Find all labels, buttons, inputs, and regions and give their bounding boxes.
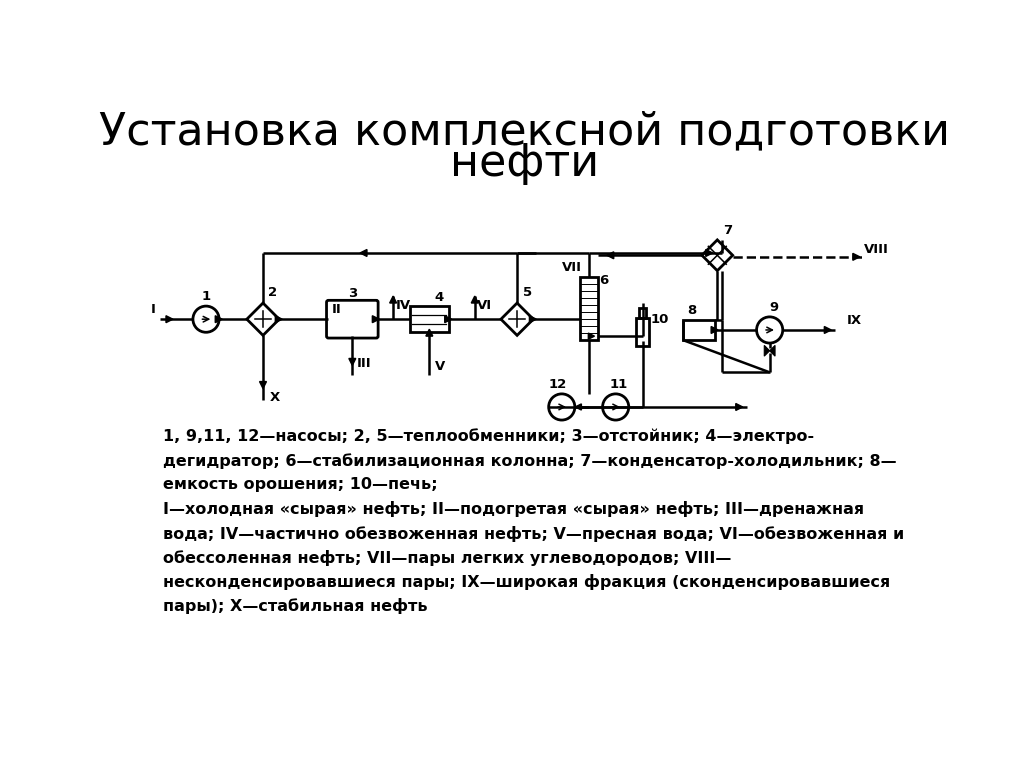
Text: 7: 7	[723, 224, 732, 237]
Text: II: II	[332, 304, 342, 317]
Text: 3: 3	[348, 287, 357, 299]
Bar	[639, 308, 646, 318]
Text: 4: 4	[435, 291, 444, 304]
Polygon shape	[706, 249, 713, 256]
Polygon shape	[349, 358, 355, 365]
Polygon shape	[390, 296, 396, 303]
Text: емкость орошения; 10—печь;: емкость орошения; 10—печь;	[163, 477, 437, 492]
Text: VI: VI	[477, 299, 493, 312]
Text: вода; IV—частично обезвоженная нефть; V—пресная вода; VI—обезвоженная и: вода; IV—частично обезвоженная нефть; V—…	[163, 525, 904, 542]
Polygon shape	[736, 403, 742, 410]
Text: 1: 1	[202, 291, 211, 304]
Text: 6: 6	[599, 274, 608, 287]
Text: 10: 10	[650, 313, 669, 326]
Text: 5: 5	[522, 286, 531, 298]
Polygon shape	[589, 333, 595, 339]
Bar	[683, 320, 715, 340]
Text: X: X	[269, 391, 280, 404]
Text: Установка комплексной подготовки: Установка комплексной подготовки	[99, 110, 950, 153]
Polygon shape	[471, 296, 478, 303]
Polygon shape	[607, 252, 613, 258]
Polygon shape	[373, 316, 379, 323]
Polygon shape	[166, 316, 173, 323]
Text: V: V	[435, 360, 445, 374]
Polygon shape	[215, 316, 222, 323]
Bar	[580, 277, 598, 340]
Text: VIII: VIII	[863, 242, 889, 255]
Polygon shape	[275, 316, 283, 323]
Polygon shape	[426, 329, 433, 336]
Text: I—холодная «сырая» нефть; II—подогретая «сырая» нефть; III—дренажная: I—холодная «сырая» нефть; II—подогретая …	[163, 502, 864, 517]
Text: обессоленная нефть; VII—пары легких углеводородов; VIII—: обессоленная нефть; VII—пары легких угле…	[163, 550, 731, 566]
Text: дегидратор; 6—стабилизационная колонна; 7—конденсатор-холодильник; 8—: дегидратор; 6—стабилизационная колонна; …	[163, 453, 897, 469]
Text: 1, 9,11, 12—насосы; 2, 5—теплообменники; 3—отстойник; 4—электро-: 1, 9,11, 12—насосы; 2, 5—теплообменники;…	[163, 429, 814, 444]
Text: IV: IV	[395, 299, 411, 312]
Text: III: III	[356, 357, 371, 370]
Text: VII: VII	[562, 261, 582, 274]
Polygon shape	[575, 404, 582, 410]
Text: 8: 8	[687, 304, 696, 318]
Text: 11: 11	[609, 378, 628, 391]
Polygon shape	[444, 316, 452, 323]
Bar	[410, 306, 449, 332]
Polygon shape	[259, 381, 266, 389]
Text: несконденсировавшиеся пары; IX—широкая фракция (сконденсировавшиеся: несконденсировавшиеся пары; IX—широкая ф…	[163, 574, 890, 590]
Text: нефти: нефти	[451, 142, 599, 185]
Polygon shape	[824, 327, 831, 334]
Polygon shape	[764, 345, 770, 356]
Polygon shape	[529, 316, 537, 323]
Bar	[637, 318, 649, 346]
Text: IX: IX	[847, 314, 862, 328]
Polygon shape	[711, 327, 718, 334]
Text: 12: 12	[549, 378, 567, 391]
Text: 2: 2	[268, 286, 278, 298]
Polygon shape	[853, 253, 860, 260]
Text: I: I	[152, 304, 156, 317]
Polygon shape	[360, 249, 367, 256]
Text: пары); X—стабильная нефть: пары); X—стабильная нефть	[163, 598, 428, 614]
Text: 9: 9	[769, 301, 778, 314]
Polygon shape	[770, 345, 775, 356]
